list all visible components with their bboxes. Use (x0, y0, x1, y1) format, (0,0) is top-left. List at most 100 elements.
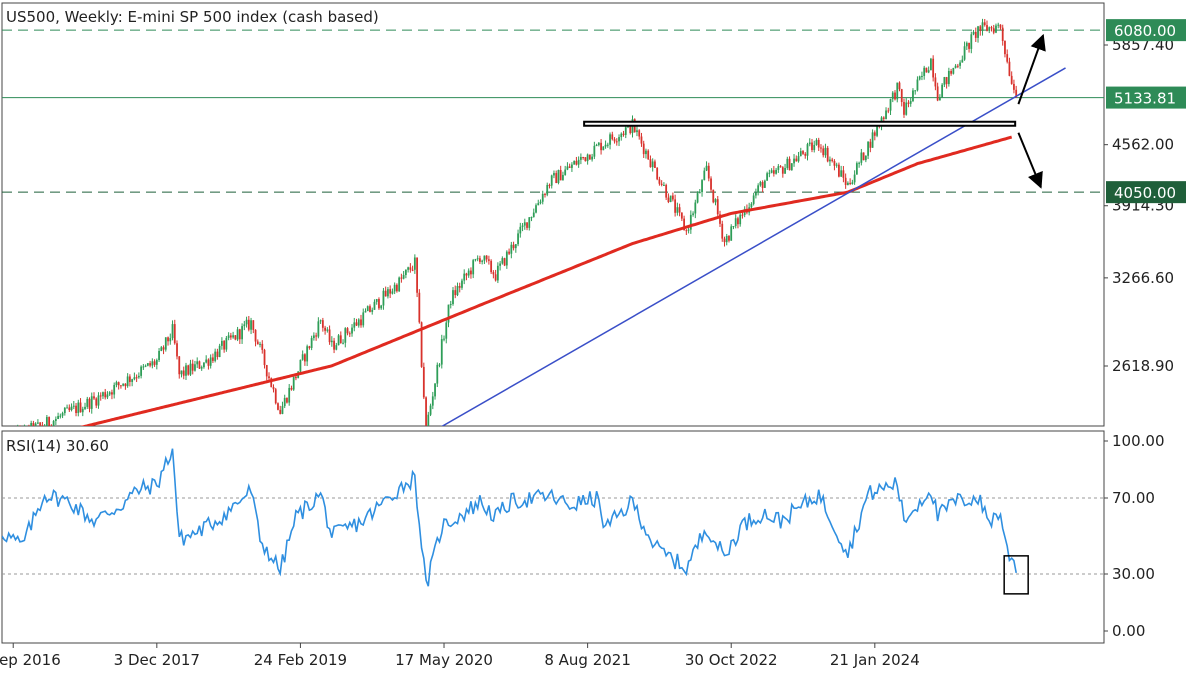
candle-body (602, 146, 605, 151)
candle-body (763, 180, 766, 188)
candle-body (178, 356, 181, 375)
candle-body (613, 139, 616, 142)
candle-body (326, 329, 329, 331)
candle-body (860, 152, 863, 163)
candle-body (829, 159, 831, 162)
candle-body (788, 158, 791, 171)
candle-body (57, 416, 59, 420)
candle-body (867, 141, 869, 156)
candle-body (526, 222, 528, 228)
level-tag (1106, 19, 1186, 42)
candle-body (566, 166, 569, 170)
candle-body (378, 299, 380, 309)
candle-body (862, 152, 865, 161)
candle-body (703, 170, 706, 181)
candle-body (790, 163, 793, 171)
candle-body (317, 321, 320, 337)
candle-body (122, 383, 125, 386)
candle-body (131, 379, 134, 382)
candle-body (93, 396, 95, 399)
candle-body (680, 212, 683, 219)
candle-body (66, 407, 68, 409)
candle-body (481, 260, 484, 262)
candle-body (182, 370, 185, 376)
candle-body (483, 255, 486, 261)
candle-body (115, 382, 118, 385)
candle-body (173, 324, 176, 344)
candle-body (645, 150, 647, 155)
candle-body (979, 26, 982, 31)
candle-body (528, 217, 531, 228)
candle-body (487, 259, 490, 261)
candle-body (438, 364, 441, 366)
candle-body (768, 172, 771, 174)
candle-body (185, 365, 187, 376)
candle-body (461, 280, 463, 288)
y-tick-label: 3266.60 (1112, 269, 1174, 287)
candle-body (328, 329, 331, 343)
rsi-tick-label: 30.00 (1112, 565, 1155, 583)
candle-body (692, 213, 694, 215)
candle-body (254, 329, 257, 342)
candle-body (965, 42, 968, 47)
candle-body (198, 361, 201, 369)
candle-body (301, 354, 304, 360)
candle-body (1010, 75, 1013, 84)
candle-body (382, 290, 385, 306)
candle-body (319, 320, 322, 322)
candle-body (575, 160, 578, 165)
candle-body (636, 130, 638, 133)
candle-body (366, 306, 369, 312)
level-tag-label: 5133.81 (1114, 90, 1176, 108)
candle-body (981, 22, 984, 31)
x-tick-label: 24 Feb 2019 (254, 651, 347, 669)
candle-body (786, 158, 789, 168)
price-panel-frame (1, 2, 1105, 427)
candle-body (775, 169, 777, 174)
candle-body (544, 193, 546, 195)
candle-body (384, 290, 387, 297)
candle-body (851, 182, 854, 185)
candle-body (687, 229, 690, 231)
candle-body (923, 67, 926, 76)
candle-body (456, 286, 459, 296)
candle-body (615, 141, 618, 143)
candle-body (694, 202, 697, 214)
candle-body (494, 274, 497, 281)
candle-body (97, 395, 100, 406)
candle-body (968, 42, 970, 49)
candle-body (335, 345, 338, 350)
candle-body (916, 79, 919, 91)
candle-body (113, 384, 116, 395)
candle-body (539, 201, 542, 204)
candle-body (983, 22, 986, 26)
candle-body (54, 419, 57, 421)
axis-layer: 5857.404562.003914.303266.602618.906080.… (0, 19, 1186, 669)
candle-body (716, 199, 719, 215)
candle-body (564, 169, 567, 175)
candle-body (858, 162, 861, 164)
candle-body (26, 427, 28, 428)
candle-body (725, 236, 728, 243)
candle-body (308, 346, 311, 348)
candle-body (102, 392, 104, 397)
candle-body (203, 362, 205, 368)
candle-body (48, 417, 51, 426)
candle-body (407, 267, 410, 270)
candle-body (108, 392, 111, 395)
candle-body (59, 415, 62, 417)
candle-body (972, 32, 975, 35)
candle-body (265, 365, 268, 377)
x-tick-label: 21 Jan 2024 (830, 651, 920, 669)
candle-body (416, 257, 418, 293)
candle-body (721, 223, 724, 239)
candle-body (757, 185, 760, 193)
candle-body (214, 351, 217, 361)
candle-body (793, 158, 795, 164)
candle-body (831, 159, 834, 162)
candle-body (779, 166, 782, 168)
candle-body (81, 408, 84, 413)
candle-body (600, 142, 602, 151)
rsi-title: RSI(14) 30.60 (6, 437, 109, 455)
candle-body (674, 199, 677, 213)
